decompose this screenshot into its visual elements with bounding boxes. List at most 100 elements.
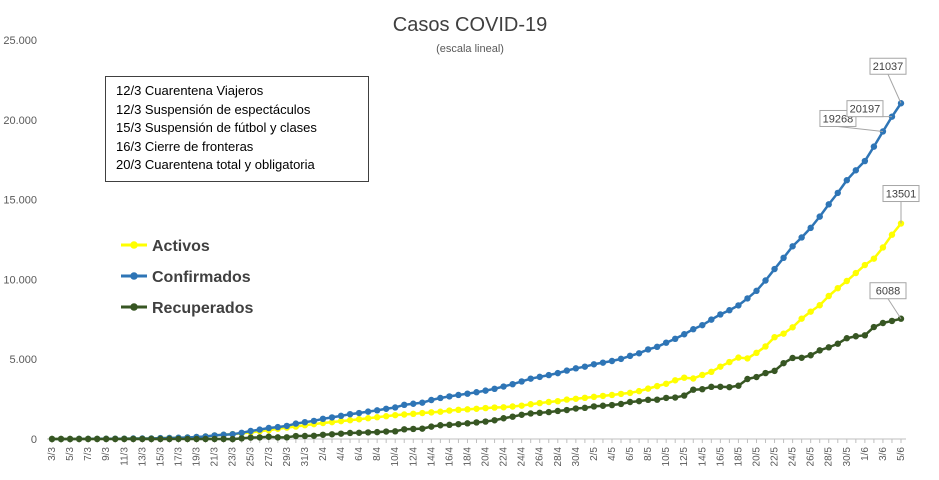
- x-tick-label: 5/6: [896, 447, 907, 461]
- callout-value: 19268: [823, 113, 854, 125]
- data-point-confirmados: [355, 409, 363, 417]
- data-point-recuperados: [563, 406, 571, 414]
- data-point-activos: [455, 406, 462, 414]
- data-point-recuperados: [66, 435, 74, 443]
- chart-subtitle: (escala lineal): [436, 43, 504, 55]
- data-point-confirmados: [644, 346, 652, 353]
- data-point-confirmados: [708, 316, 715, 323]
- data-point-activos: [581, 394, 589, 402]
- data-point-recuperados: [364, 429, 372, 436]
- callout-value: 21037: [873, 61, 904, 73]
- data-point-recuperados: [130, 435, 137, 443]
- data-point-recuperados: [509, 413, 516, 420]
- data-point-recuperados: [211, 435, 218, 443]
- y-tick-label: 5.000: [9, 354, 37, 366]
- data-point-recuperados: [93, 435, 101, 443]
- x-tick-label: 26/4: [535, 447, 546, 467]
- data-point-recuperados: [355, 429, 363, 436]
- data-point-recuperados: [662, 394, 670, 402]
- data-point-confirmados: [482, 387, 489, 394]
- data-point-confirmados: [410, 400, 417, 407]
- data-point-confirmados: [337, 412, 345, 420]
- legend: Activos Confirmados Recuperados: [121, 238, 253, 317]
- x-tick-label: 14/5: [697, 447, 708, 467]
- x-tick-label: 25/3: [246, 447, 257, 467]
- x-tick-label: 29/3: [282, 447, 293, 467]
- x-tick-label: 7/3: [83, 447, 94, 461]
- data-label-callout: 20197: [846, 100, 892, 118]
- data-point-confirmados: [229, 430, 236, 438]
- data-point-recuperados: [635, 397, 643, 405]
- data-point-activos: [599, 392, 607, 400]
- x-tick-label: 10/4: [390, 447, 401, 467]
- data-point-confirmados: [744, 295, 751, 302]
- callout-box: [869, 282, 907, 300]
- data-point-recuperados: [319, 431, 327, 438]
- data-point-confirmados: [328, 414, 336, 421]
- data-point-activos: [527, 401, 534, 408]
- data-point-activos: [653, 382, 661, 390]
- data-point-activos: [843, 277, 851, 285]
- data-point-confirmados: [789, 243, 796, 250]
- x-tick-label: 24/4: [517, 447, 528, 467]
- data-point-recuperados: [771, 367, 778, 375]
- callout-box: [846, 100, 884, 118]
- data-point-confirmados: [771, 265, 778, 273]
- callout-value: 20197: [850, 104, 881, 116]
- data-point-activos: [437, 408, 444, 415]
- data-point-recuperados: [328, 431, 336, 438]
- data-point-confirmados: [401, 401, 408, 409]
- data-point-activos: [798, 315, 805, 322]
- data-point-recuperados: [708, 383, 715, 391]
- data-point-activos: [464, 406, 471, 413]
- data-point-confirmados: [843, 177, 851, 184]
- data-point-activos: [753, 349, 760, 357]
- data-point-activos: [364, 415, 372, 422]
- legend-label-recuperados: Recuperados: [152, 300, 253, 317]
- data-point-recuperados: [888, 317, 896, 325]
- data-point-activos: [401, 411, 408, 418]
- legend-marker-activos: [130, 241, 138, 249]
- data-point-recuperados: [798, 354, 805, 361]
- data-point-confirmados: [301, 418, 309, 426]
- data-point-recuperados: [193, 435, 200, 443]
- data-point-activos: [672, 377, 679, 384]
- data-point-activos: [536, 399, 543, 407]
- data-point-recuperados: [175, 435, 182, 443]
- data-point-recuperados: [518, 411, 525, 418]
- data-point-recuperados: [672, 394, 679, 401]
- data-point-activos: [473, 405, 480, 412]
- x-tick-label: 18/4: [462, 447, 473, 467]
- data-point-activos: [446, 407, 453, 414]
- legend-label-activos: Activos: [152, 238, 210, 255]
- data-point-activos: [337, 417, 345, 425]
- data-point-activos: [419, 409, 426, 417]
- data-point-confirmados: [581, 363, 589, 370]
- data-point-activos: [852, 269, 860, 277]
- x-tick-label: 23/3: [228, 447, 239, 467]
- data-point-recuperados: [337, 430, 345, 437]
- data-point-activos: [807, 308, 814, 315]
- data-point-confirmados: [310, 417, 318, 425]
- annotation-line: 16/3 Cierre de fronteras: [116, 138, 254, 154]
- annotation-box: 12/3 Cuarentena Viajeros 12/3 Suspensión…: [105, 76, 369, 182]
- callout-leader: [887, 74, 902, 104]
- data-label-callout: 21037: [869, 57, 907, 104]
- data-point-activos: [825, 292, 832, 300]
- data-point-activos: [861, 261, 869, 269]
- data-point-activos: [771, 333, 778, 341]
- data-point-confirmados: [599, 359, 607, 366]
- data-point-confirmados: [274, 423, 281, 431]
- data-point-recuperados: [437, 422, 444, 429]
- data-point-recuperados: [157, 435, 164, 443]
- data-point-activos: [789, 324, 796, 331]
- y-tick-label: 20.000: [3, 115, 37, 127]
- chart-title: Casos COVID-19: [393, 14, 548, 36]
- data-point-recuperados: [202, 435, 209, 443]
- data-point-recuperados: [590, 403, 598, 410]
- data-label-callout: 13501: [882, 185, 920, 224]
- data-point-activos: [373, 414, 381, 421]
- data-point-recuperados: [464, 420, 471, 427]
- x-tick-label: 30/5: [842, 447, 853, 467]
- data-point-confirmados: [265, 424, 272, 432]
